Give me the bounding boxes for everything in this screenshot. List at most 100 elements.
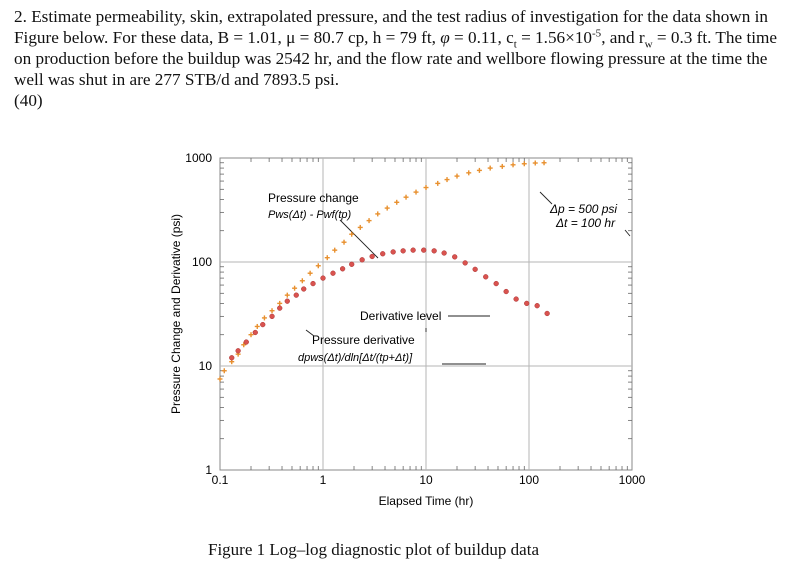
pressure-derivative-point: [293, 292, 299, 298]
pressure-derivative-point: [330, 270, 336, 276]
problem-text: Estimate permeability, skin, extrapolate…: [14, 7, 768, 47]
problem-number: 2.: [14, 7, 27, 26]
pressure-derivative-point: [235, 348, 241, 354]
pressure-derivative-point: [269, 313, 275, 320]
y-tick-label: 1: [205, 463, 212, 477]
x-tick-label: 10: [419, 473, 433, 487]
y-tick-label: 10: [199, 359, 213, 373]
pressure-change-point: [476, 167, 482, 173]
pressure-derivative-point: [380, 251, 386, 257]
pressure-change-point: [277, 300, 283, 306]
pressure-change-point: [384, 205, 390, 211]
subscript: w: [644, 38, 653, 51]
x-tick-label: 1000: [619, 473, 646, 487]
x-tick-label: 100: [519, 473, 539, 487]
pressure-change-point: [284, 292, 290, 298]
pressure-change-point: [510, 162, 516, 168]
scale-leader-end: [624, 229, 631, 237]
pressure-change-point: [299, 278, 305, 284]
pressure-derivative-point: [243, 339, 249, 345]
pressure-change-point: [332, 247, 338, 253]
derivative-level-label: Derivative level: [360, 309, 441, 323]
pressure-derivative-point: [310, 280, 316, 287]
pressure-derivative-title: Pressure derivative: [312, 333, 415, 347]
pressure-change-point: [532, 160, 538, 166]
y-tick-label: 1000: [185, 151, 212, 165]
scale-leader: [539, 191, 553, 205]
pressure-change-point: [454, 173, 460, 179]
pressure-change-point: [423, 185, 429, 191]
grid-lines: [220, 158, 632, 470]
pressure-derivative-formula: dpws(Δt)/dln[Δt/(tp+Δt)]: [298, 352, 413, 364]
pressure-change-point: [261, 315, 267, 321]
pressure-change-point: [375, 211, 381, 217]
x-tick-label: 1: [320, 473, 327, 487]
problem-points: (40): [14, 91, 43, 110]
pressure-change-point: [292, 285, 298, 291]
pressure-change-point: [341, 239, 347, 245]
pressure-derivative-point: [359, 257, 365, 263]
delta-p-label: Δp = 500 psi: [549, 202, 617, 216]
subscript: t: [513, 38, 517, 51]
pressure-derivative-point: [421, 247, 427, 253]
pressure-derivative-series: [229, 247, 550, 361]
pressure-derivative-point: [503, 288, 509, 295]
pressure-change-point: [248, 332, 254, 338]
pressure-change-point: [435, 180, 441, 186]
pressure-derivative-point: [349, 261, 355, 267]
pressure-change-leader: [339, 219, 379, 259]
pressure-derivative-point: [369, 253, 375, 260]
pressure-change-point: [487, 165, 493, 171]
pressure-change-point: [324, 255, 330, 261]
pressure-derivative-point: [410, 247, 416, 253]
pressure-derivative-point: [493, 280, 499, 287]
annotations: Pressure change Pws(Δt) - Pwf(tp) Deriva…: [268, 191, 631, 365]
pressure-derivative-point: [452, 254, 458, 260]
porosity-symbol: φ: [440, 28, 450, 47]
pressure-change-title: Pressure change: [268, 191, 359, 205]
pressure-change-point: [366, 218, 372, 224]
pressure-derivative-point: [462, 260, 468, 266]
pressure-derivative-point: [229, 355, 235, 361]
pressure-change-point: [221, 368, 227, 374]
problem-text: = 0.11, c: [449, 28, 514, 47]
pressure-change-formula: Pws(Δt) - Pwf(tp): [268, 209, 351, 221]
pressure-change-point: [541, 160, 547, 166]
pressure-derivative-point: [400, 248, 406, 254]
pressure-change-point: [307, 270, 313, 276]
pressure-change-point: [349, 231, 355, 237]
pressure-change-point: [466, 170, 472, 176]
exponent: -5: [592, 27, 602, 40]
pressure-derivative-point: [301, 286, 307, 292]
pressure-derivative-point: [339, 266, 346, 272]
pressure-derivative-point: [534, 303, 540, 309]
pressure-change-point: [269, 308, 275, 314]
pressure-derivative-point: [431, 248, 437, 254]
pressure-derivative-point: [260, 321, 266, 328]
pressure-change-series: [217, 160, 547, 382]
pressure-change-point: [254, 323, 260, 329]
delta-t-label: Δt = 100 hr: [555, 216, 616, 230]
pressure-change-point: [315, 263, 321, 269]
x-tick-label: 0.1: [212, 473, 229, 487]
pressure-derivative-point: [441, 250, 447, 256]
pressure-derivative-point: [472, 266, 478, 272]
y-axis-label: Pressure Change and Derivative (psi): [169, 214, 183, 414]
pressure-derivative-point: [524, 300, 530, 307]
pressure-derivative-point: [320, 275, 326, 281]
problem-text: = 1.56×10: [516, 28, 593, 47]
pressure-change-point: [394, 199, 400, 205]
pressure-change-point: [444, 177, 450, 183]
problem-statement: 2. Estimate permeability, skin, extrapol…: [14, 6, 794, 111]
pressure-change-point: [499, 163, 505, 169]
pressure-derivative-point: [390, 249, 396, 255]
y-tick-label: 100: [192, 255, 212, 269]
pressure-change-point: [217, 376, 223, 382]
pressure-derivative-point: [513, 296, 519, 302]
pressure-change-point: [241, 342, 247, 348]
pressure-derivative-point: [277, 305, 283, 311]
pressure-derivative-point: [252, 329, 258, 336]
problem-text: = 0.3 ft. The time on production before …: [14, 28, 777, 89]
